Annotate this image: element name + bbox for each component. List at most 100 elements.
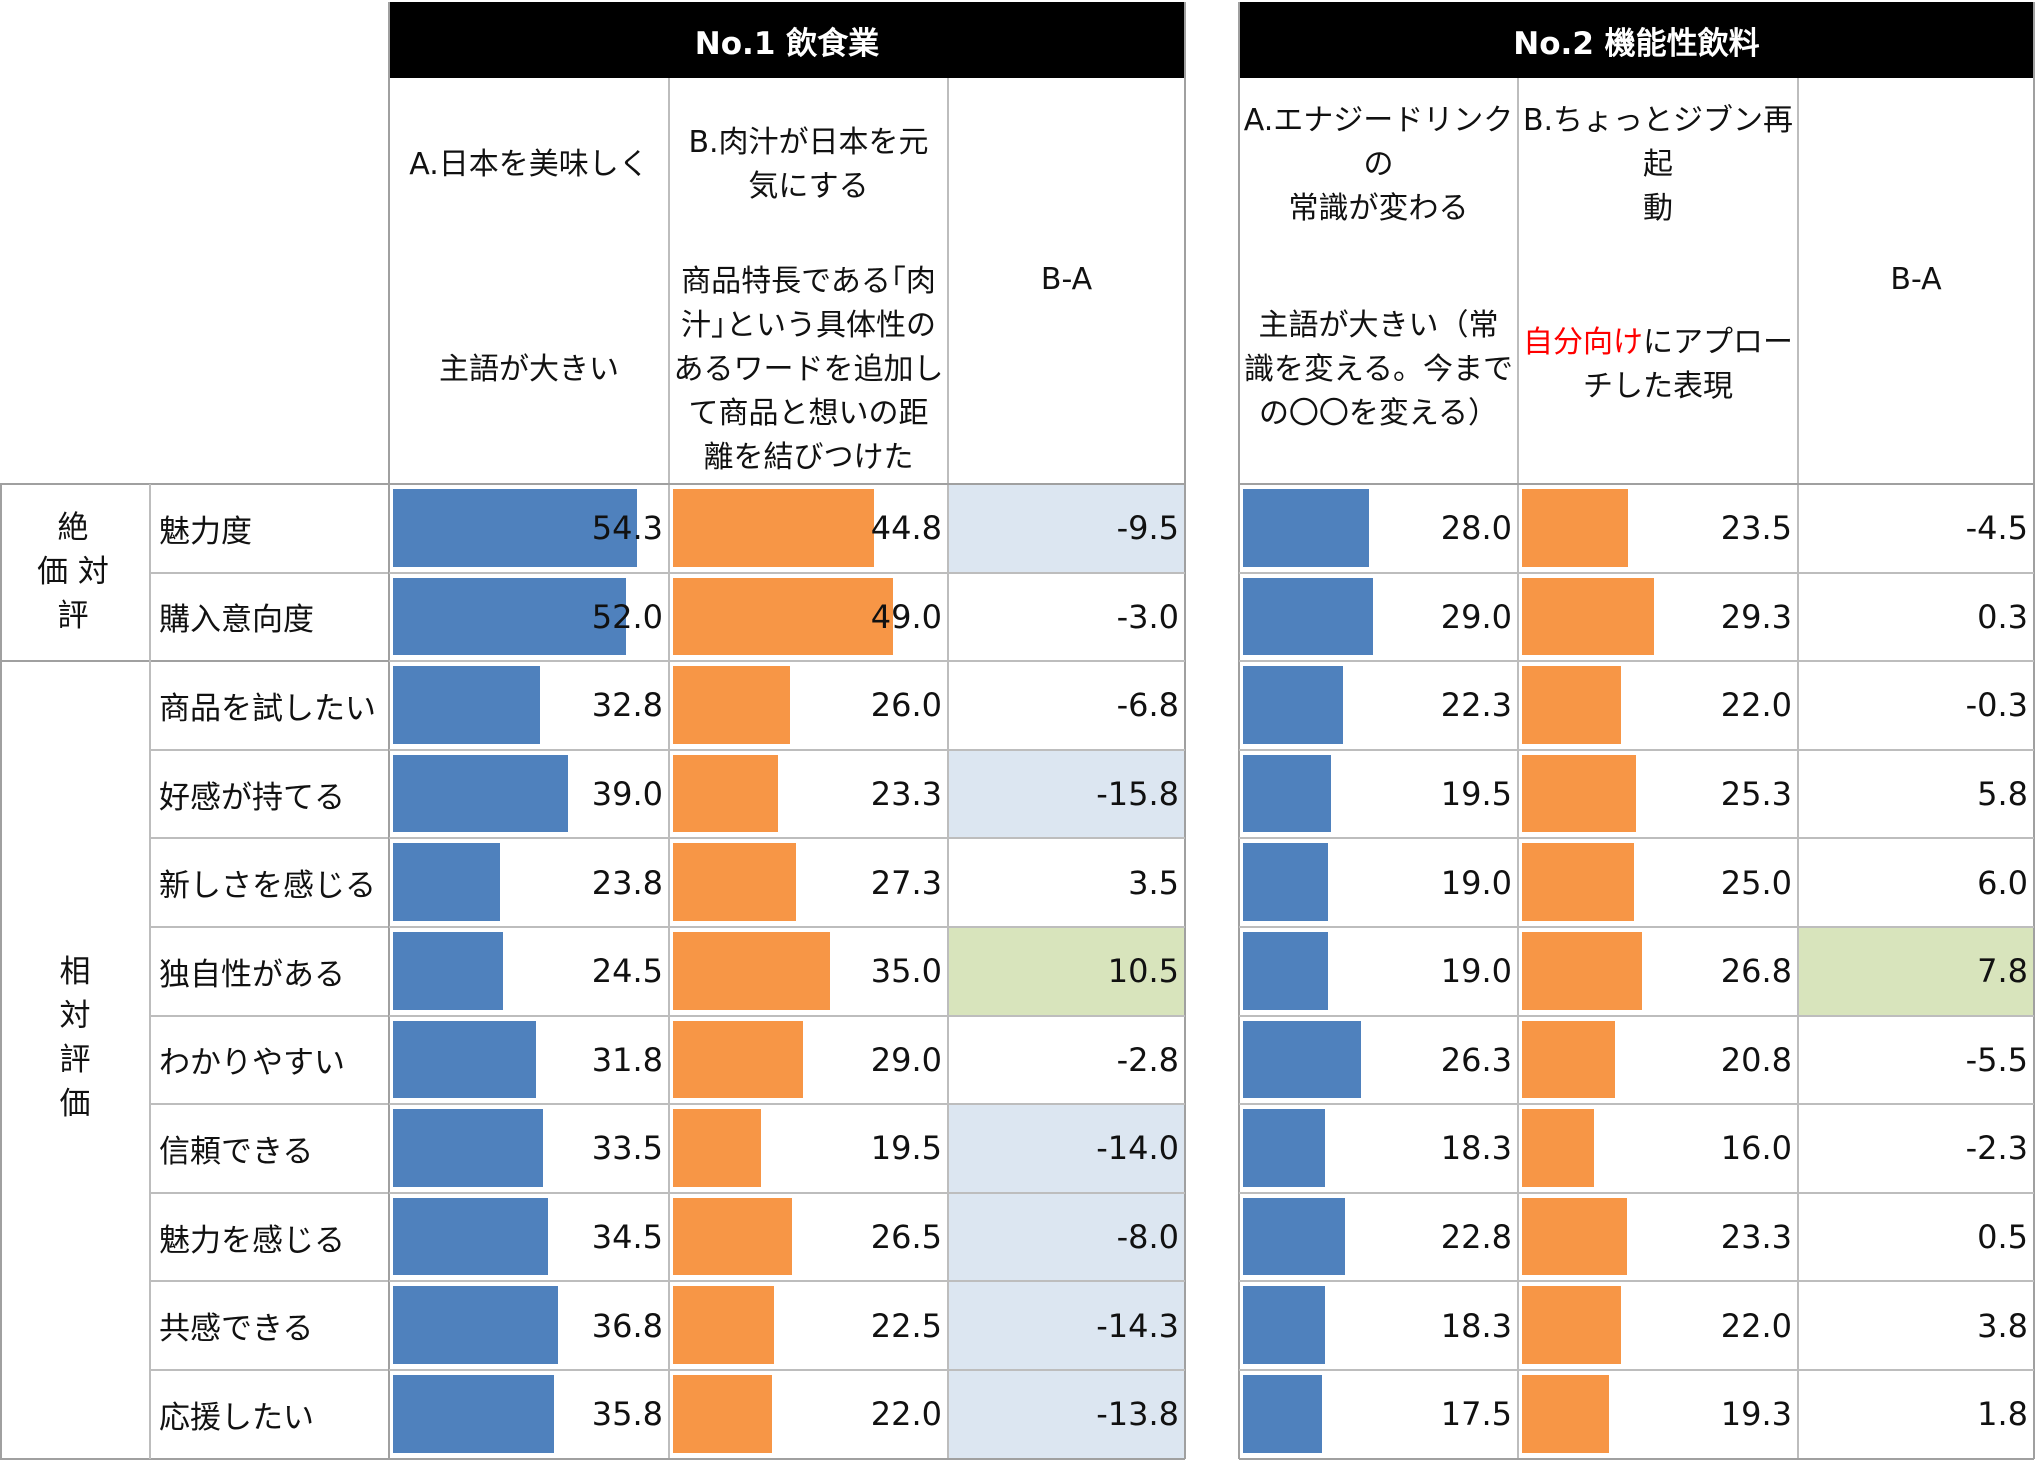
grid-line — [668, 78, 670, 1459]
value-a: 22.8 — [1440, 1218, 1512, 1257]
bar-a — [1243, 1197, 1346, 1276]
grid-line — [389, 1369, 1185, 1371]
diff-cell-highlight — [948, 1104, 1185, 1193]
grid-line — [1239, 748, 2034, 751]
value-a: 29.0 — [1440, 597, 1512, 636]
grid-line — [1239, 1280, 2034, 1283]
value-diff: 1.8 — [1977, 1395, 2028, 1434]
value-diff: 7.8 — [1977, 952, 2028, 991]
grid-line — [389, 926, 1185, 928]
value-a: 23.8 — [591, 863, 663, 902]
value-b: 22.5 — [870, 1306, 942, 1345]
bar-b — [1522, 489, 1628, 567]
grid-line — [1239, 571, 2034, 574]
grid-line — [1239, 483, 2034, 485]
value-b: 19.5 — [870, 1129, 942, 1168]
bar-b — [1522, 666, 1621, 744]
grid-line — [1239, 1014, 2034, 1017]
bar-a — [393, 666, 541, 744]
value-diff: -13.8 — [1096, 1395, 1179, 1434]
value-diff: -14.3 — [1096, 1306, 1179, 1345]
value-diff: 5.8 — [1977, 775, 2028, 814]
value-b: 26.0 — [870, 686, 942, 725]
bar-a — [1243, 489, 1369, 567]
value-b: 19.3 — [1720, 1395, 1792, 1434]
grid-line — [389, 1191, 1185, 1194]
bar-a — [1243, 843, 1329, 921]
row-label: 魅力を感じる — [159, 1222, 345, 1259]
value-b: 23.5 — [1720, 509, 1792, 548]
grid-line — [150, 837, 389, 840]
row-group-label: 相 対 評 価 — [59, 953, 91, 1122]
grid-line — [149, 484, 151, 1459]
col-diff-title: B-A — [1040, 262, 1093, 297]
grid-line — [1239, 1103, 2034, 1106]
diff-cell-highlight — [948, 484, 1185, 573]
value-diff: 3.5 — [1128, 863, 1179, 902]
col-b-desc: 商品特長である｢肉 汁｣という具体性の あるワードを追加し て商品と想いの距 離… — [673, 264, 944, 475]
panel-title: No.1 飲食業 — [389, 2, 1185, 78]
bar-a — [393, 1197, 548, 1276]
value-b: 29.0 — [870, 1040, 942, 1079]
col-b-desc-line1: 自分向けにアプロー — [1523, 321, 1793, 365]
diff-cell-highlight — [948, 749, 1185, 839]
grid-line — [150, 1014, 389, 1017]
bar-a — [1243, 577, 1374, 656]
row-label: 信頼できる — [159, 1133, 314, 1170]
value-b: 25.3 — [1720, 775, 1792, 814]
bar-b — [673, 577, 893, 656]
value-diff: -4.5 — [1965, 509, 2028, 548]
bar-a — [393, 843, 500, 921]
diff-cell-highlight — [948, 1281, 1185, 1370]
row-label: 商品を試したい — [159, 690, 376, 727]
grid-line — [1239, 660, 2034, 663]
bar-a — [393, 577, 627, 656]
grid-line — [1239, 1369, 2034, 1371]
grid-line — [1238, 2, 1240, 1459]
bar-b — [673, 1286, 775, 1364]
bar-a — [1243, 754, 1331, 833]
bar-b — [673, 1020, 804, 1099]
bar-a — [393, 932, 503, 1010]
value-a: 17.5 — [1440, 1395, 1512, 1434]
value-a: 24.5 — [591, 952, 663, 991]
value-a: 34.5 — [591, 1218, 663, 1257]
value-b: 23.3 — [870, 775, 942, 814]
grid-line — [389, 1014, 1185, 1017]
value-b: 27.3 — [870, 863, 942, 902]
col-diff-title: B-A — [1890, 262, 1942, 297]
value-b: 26.8 — [1720, 952, 1792, 991]
value-b: 20.8 — [1720, 1040, 1792, 1079]
bar-b — [673, 666, 790, 744]
value-a: 36.8 — [591, 1306, 663, 1345]
bar-a — [1243, 1375, 1322, 1453]
grid-line — [150, 1369, 389, 1371]
bar-a — [393, 489, 637, 567]
value-a: 18.3 — [1440, 1129, 1512, 1168]
bar-b — [1522, 1109, 1594, 1187]
bar-b — [1522, 577, 1654, 656]
grid-line — [947, 78, 949, 1459]
value-diff: -3.0 — [1116, 597, 1179, 636]
bar-b — [1522, 932, 1643, 1010]
col-b-title: B.肉汁が日本を元 気にする — [688, 125, 929, 204]
col-b-desc: 自分向けにアプローチした表現 — [1518, 310, 1798, 420]
grid-line — [1797, 78, 1799, 1459]
grid-line — [0, 484, 2, 1459]
bar-b — [673, 932, 831, 1010]
col-b-desc-line2: チした表現 — [1583, 369, 1733, 404]
value-a: 28.0 — [1440, 509, 1512, 548]
grid-line — [150, 1191, 389, 1194]
grid-line — [1239, 837, 2034, 840]
value-diff: 0.3 — [1977, 597, 2028, 636]
value-a: 52.0 — [591, 597, 663, 636]
value-a: 26.3 — [1440, 1040, 1512, 1079]
bar-b — [673, 843, 796, 921]
row-label: 購入意向度 — [159, 602, 314, 639]
value-b: 22.0 — [1720, 1306, 1792, 1345]
bar-a — [1243, 1020, 1362, 1099]
col-b-title: B.ちょっとジブン再起 動 — [1522, 103, 1794, 226]
value-diff: -6.8 — [1116, 686, 1179, 725]
desc-text: にアプロー — [1643, 325, 1793, 360]
diff-cell-highlight — [1798, 927, 2034, 1016]
